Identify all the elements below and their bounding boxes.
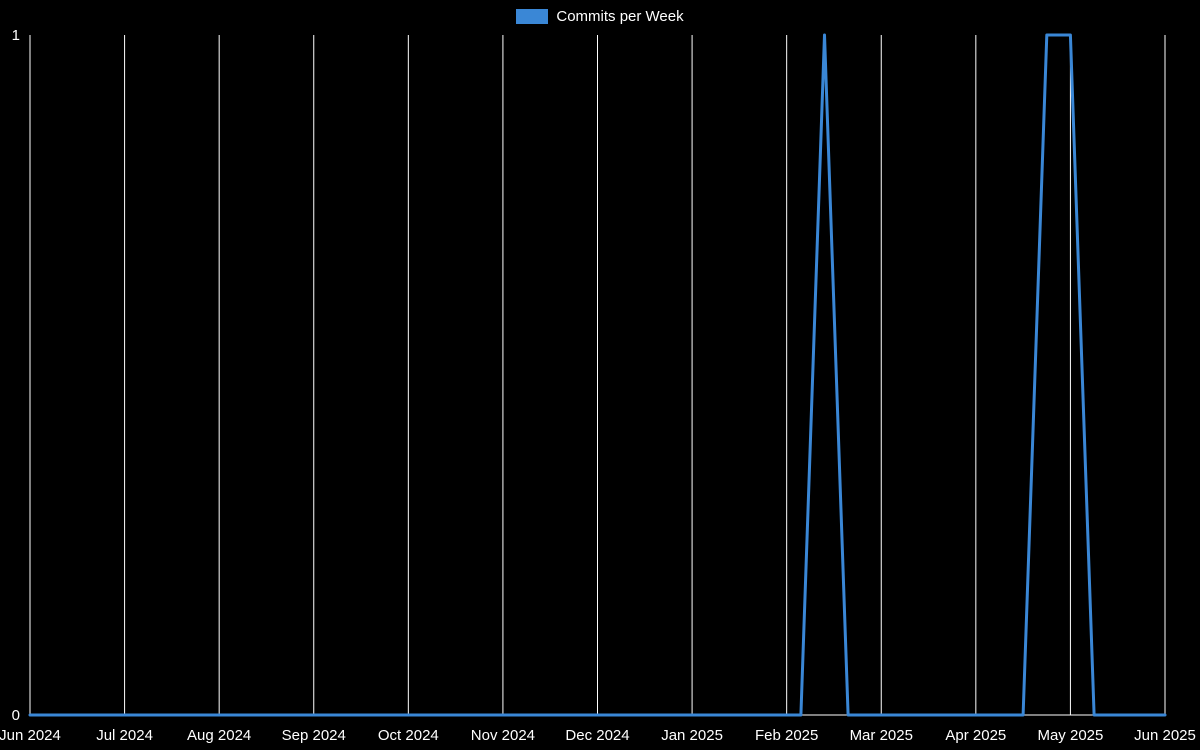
y-tick-label-min: 0	[12, 707, 20, 724]
x-tick-label: Nov 2024	[471, 727, 535, 744]
series-line-commits	[28, 33, 1167, 717]
x-tick-label: Feb 2025	[755, 727, 818, 744]
x-tick-label: Oct 2024	[378, 727, 439, 744]
legend-item-commits[interactable]: Commits per Week	[516, 8, 684, 25]
x-tick-label: Jun 2024	[0, 727, 61, 744]
x-tick-label: Apr 2025	[945, 727, 1006, 744]
x-tick-label: Mar 2025	[850, 727, 913, 744]
y-tick-label-max: 1	[12, 27, 20, 44]
x-tick-label: Jun 2025	[1134, 727, 1196, 744]
x-tick-label: Sep 2024	[282, 727, 346, 744]
legend-label: Commits per Week	[556, 8, 684, 25]
chart-legend: Commits per Week	[0, 9, 1200, 24]
x-tick-label: Aug 2024	[187, 727, 251, 744]
x-tick-label: Jan 2025	[661, 727, 723, 744]
legend-swatch	[516, 9, 549, 24]
x-tick-label: Jul 2024	[96, 727, 153, 744]
x-tick-label: Dec 2024	[565, 727, 629, 744]
x-tick-label: May 2025	[1037, 727, 1103, 744]
